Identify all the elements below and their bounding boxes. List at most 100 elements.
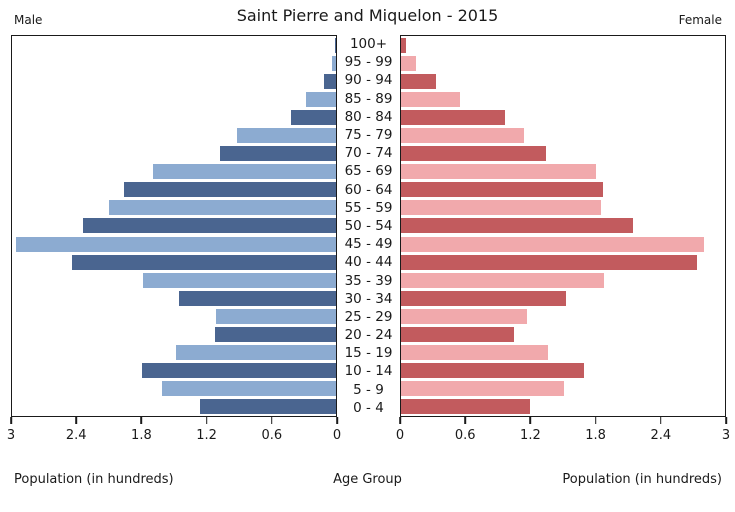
tick-label: 1.8 [131, 428, 152, 443]
tick-label: 1.8 [585, 428, 606, 443]
female-row [401, 344, 725, 362]
male-bar-45 - 49 [16, 236, 336, 252]
female-bar-40 - 44 [401, 254, 697, 270]
tick-label: 0.6 [261, 428, 283, 443]
male-bar-70 - 74 [220, 146, 336, 162]
male-bar-10 - 14 [141, 363, 336, 379]
age-label: 15 - 19 [344, 345, 393, 362]
female-row [401, 307, 725, 325]
female-bar-15 - 19 [401, 345, 548, 361]
male-bar-5 - 9 [162, 381, 336, 397]
female-bar-100+ [401, 37, 407, 53]
male-bar-35 - 39 [142, 272, 336, 288]
female-row [401, 271, 725, 289]
female-row [401, 72, 725, 90]
age-label: 100+ [349, 36, 388, 53]
female-row [401, 126, 725, 144]
tick-mark [529, 417, 532, 424]
male-bar-50 - 54 [83, 218, 336, 234]
tick-label: 2.4 [65, 428, 87, 443]
male-row [12, 289, 336, 307]
tick-mark [464, 417, 466, 424]
female-bar-65 - 69 [401, 164, 597, 180]
male-bar-60 - 64 [124, 182, 336, 198]
female-row [401, 217, 725, 235]
male-bar-0 - 4 [199, 399, 336, 415]
male-row [12, 72, 336, 90]
male-bar-100+ [334, 37, 336, 53]
female-bar-5 - 9 [401, 381, 565, 397]
tick-label: 0 [332, 428, 342, 443]
male-x-axis-ticks: 3 2.4 1.8 1.2 0.6 0 [7, 417, 341, 457]
male-row [12, 380, 336, 398]
male-row [12, 253, 336, 271]
female-bar-90 - 94 [401, 73, 436, 89]
male-row [12, 217, 336, 235]
male-bar-75 - 79 [236, 128, 336, 144]
female-row [401, 398, 725, 416]
female-row [401, 253, 725, 271]
age-label: 95 - 99 [344, 54, 393, 71]
female-row [401, 199, 725, 217]
male-row [12, 126, 336, 144]
female-bar-75 - 79 [401, 128, 525, 144]
age-label: 60 - 64 [344, 181, 393, 198]
male-row [12, 163, 336, 181]
female-bar-35 - 39 [401, 272, 605, 288]
age-label: 45 - 49 [344, 236, 393, 253]
age-label: 0 - 4 [353, 399, 384, 416]
tick-label: 0 [395, 428, 405, 443]
tick-label: 3 [6, 428, 16, 443]
female-row [401, 145, 725, 163]
tick-label: 1.2 [196, 428, 217, 443]
age-label: 35 - 39 [344, 272, 393, 289]
age-group-axis-caption: Age Group [333, 472, 402, 487]
male-bar-90 - 94 [324, 73, 336, 89]
tick-mark [594, 417, 597, 424]
female-bar-10 - 14 [401, 363, 584, 379]
female-row [401, 181, 725, 199]
age-group-labels-column: 100+ 95 - 99 90 - 94 85 - 89 80 - 84 75 - 79 7… [337, 35, 400, 417]
tick-mark [10, 417, 12, 424]
tick-mark [140, 417, 143, 424]
female-row [401, 362, 725, 380]
tick-mark [725, 417, 727, 424]
male-row [12, 307, 336, 325]
tick-mark [336, 417, 338, 424]
female-row [401, 108, 725, 126]
tick-mark [271, 417, 273, 424]
male-row [12, 36, 336, 54]
age-label: 65 - 69 [344, 163, 393, 180]
female-bar-85 - 89 [401, 91, 461, 107]
female-side-label: Female [678, 13, 722, 27]
male-row [12, 344, 336, 362]
male-row [12, 398, 336, 416]
female-x-axis-ticks: 0 0.6 1.2 1.8 2.4 3 [396, 417, 730, 457]
male-row [12, 54, 336, 72]
female-row [401, 289, 725, 307]
age-label: 20 - 24 [344, 327, 393, 344]
female-bar-0 - 4 [401, 399, 530, 415]
male-row [12, 108, 336, 126]
male-bar-85 - 89 [305, 91, 336, 107]
age-label: 50 - 54 [344, 217, 393, 234]
male-bar-95 - 99 [331, 55, 336, 71]
female-bar-55 - 59 [401, 200, 601, 216]
male-bar-20 - 24 [215, 327, 336, 343]
female-bar-60 - 64 [401, 182, 603, 198]
age-label: 25 - 29 [344, 308, 393, 325]
female-bar-30 - 34 [401, 290, 567, 306]
male-row [12, 326, 336, 344]
male-bar-15 - 19 [176, 345, 336, 361]
age-label: 90 - 94 [344, 72, 393, 89]
age-label: 85 - 89 [344, 90, 393, 107]
male-bar-80 - 84 [290, 109, 336, 125]
female-bars-panel [400, 35, 726, 417]
age-label: 10 - 14 [344, 363, 393, 380]
female-bar-45 - 49 [401, 236, 705, 252]
male-bar-25 - 29 [216, 308, 336, 324]
male-row [12, 181, 336, 199]
tick-label: 2.4 [650, 428, 672, 443]
male-side-label: Male [14, 13, 43, 27]
